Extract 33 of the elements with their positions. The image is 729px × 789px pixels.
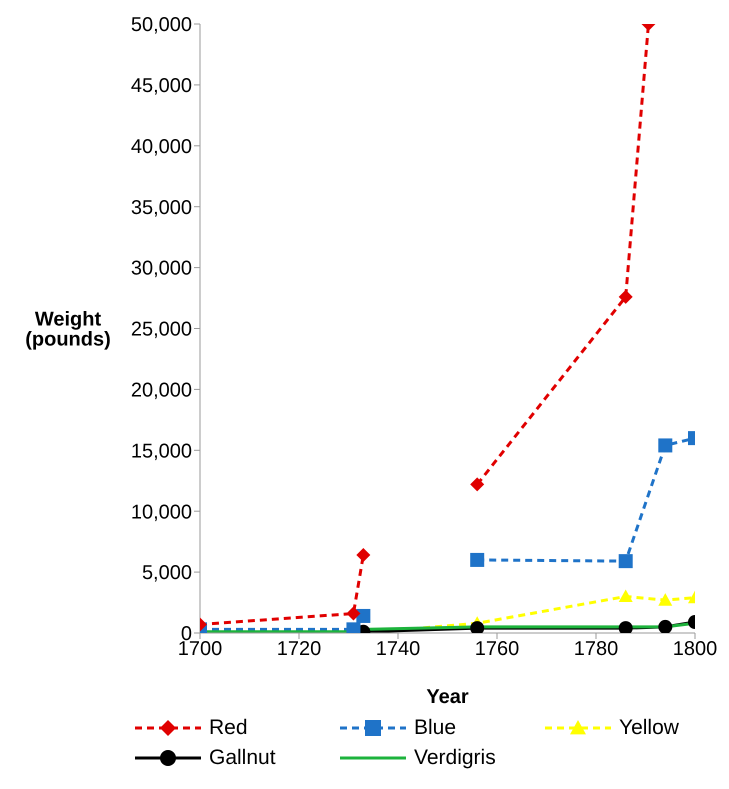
legend-label: Verdigris: [414, 746, 496, 770]
x-axis-title: Year: [426, 686, 469, 708]
point: [356, 548, 370, 562]
x-tick-label: 1800: [672, 638, 718, 660]
point: [658, 438, 672, 452]
y-tick-label: 35,000: [130, 196, 192, 219]
y-tick-label: 30,000: [130, 258, 192, 280]
x-tick-label: 1720: [276, 638, 322, 660]
point: [346, 606, 360, 621]
point: [618, 554, 633, 568]
x-tick-label: 1780: [574, 638, 618, 660]
y-axis-title: Weight (pounds): [25, 308, 111, 351]
x-tick-label: 1760: [474, 638, 520, 660]
y-tick-label: 15,000: [130, 440, 192, 462]
y-tick-label: 5,000: [142, 562, 192, 584]
point: [658, 593, 672, 606]
legend-label: Gallnut: [209, 746, 276, 770]
y-tick-label: 50,000: [130, 14, 192, 36]
x-tick-label: 1740: [376, 638, 420, 660]
y-tick-label: 40,000: [130, 136, 192, 158]
point: [356, 608, 370, 623]
point: [658, 620, 672, 633]
y-tick-label: 45,000: [130, 75, 192, 97]
y-tick-label: 10,000: [130, 501, 192, 524]
y-tick-label: 20,000: [130, 380, 192, 402]
point: [618, 290, 633, 304]
y-tick-label: 25,000: [130, 318, 192, 341]
legend-label: Blue: [414, 716, 456, 740]
legend-label: Yellow: [619, 716, 679, 740]
point: [470, 552, 484, 567]
point: [618, 589, 633, 602]
point: [470, 477, 484, 492]
legend-label: Red: [209, 716, 248, 740]
